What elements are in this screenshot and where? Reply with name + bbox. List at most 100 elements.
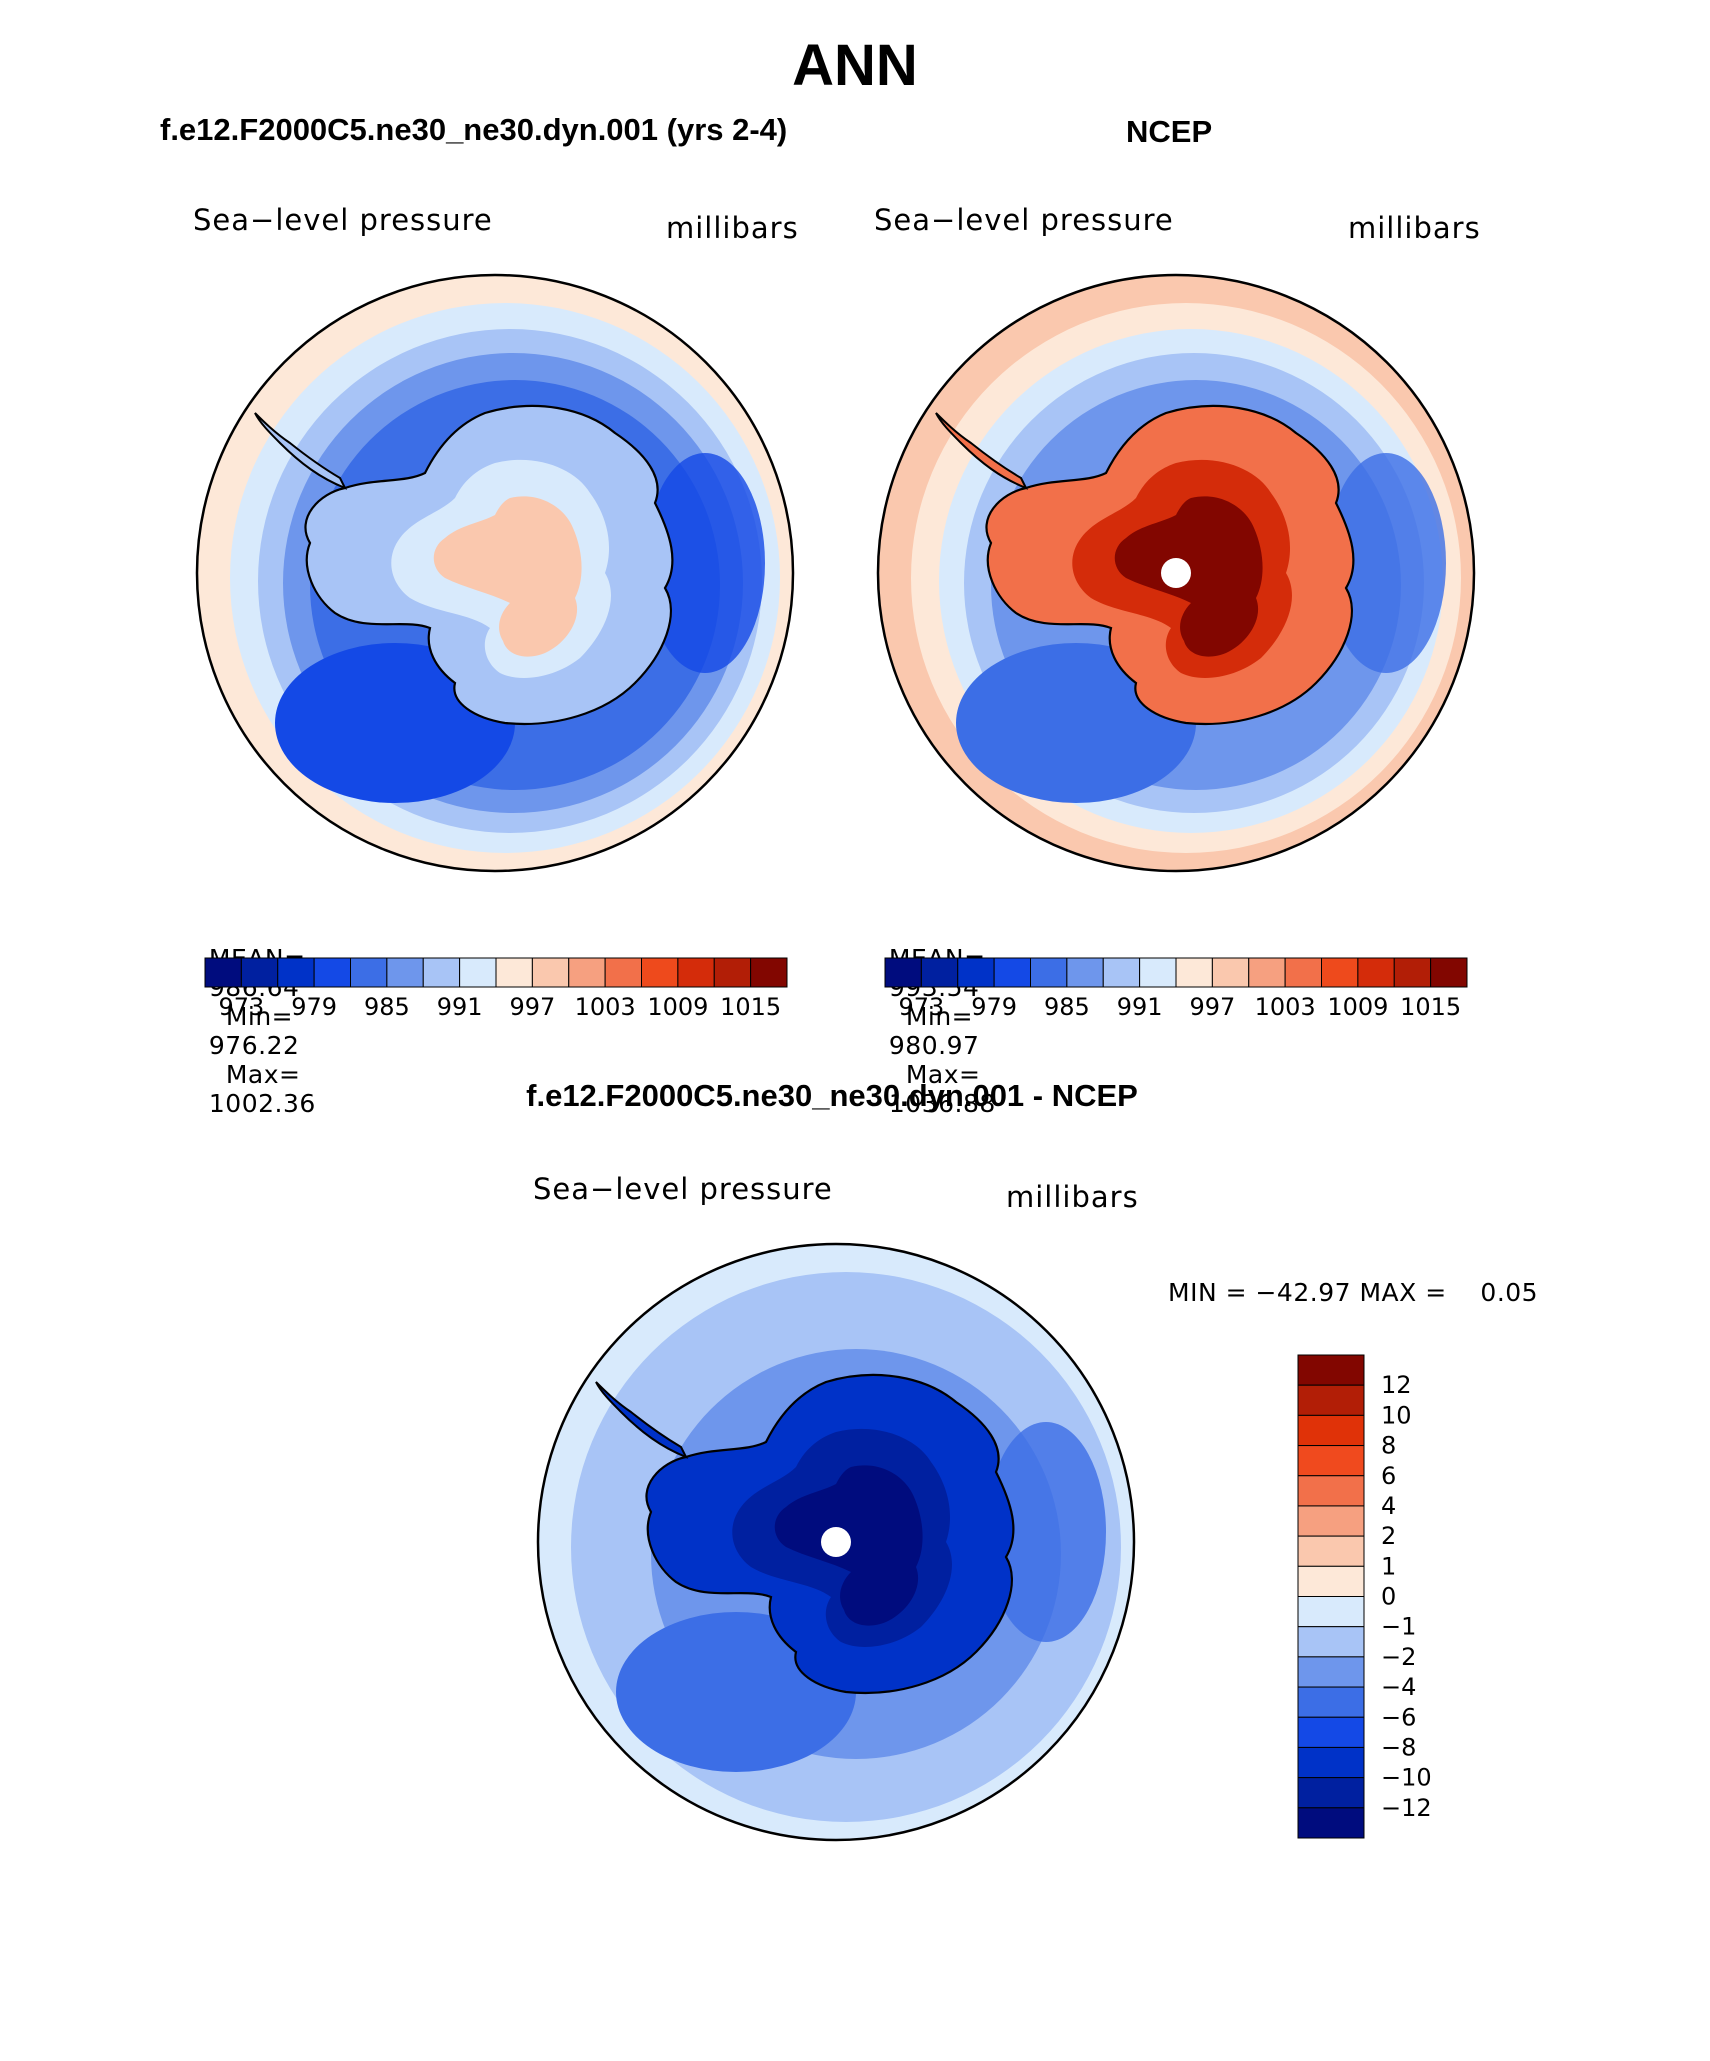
obs-min-label: Min= — [905, 1002, 974, 1031]
colorbar-swatch — [531, 957, 570, 988]
model-max-label: Max= — [225, 1060, 301, 1089]
colorbar-swatch — [1102, 957, 1141, 988]
colorbar-swatch — [568, 957, 606, 988]
colorbar-swatch — [1297, 1777, 1365, 1809]
colorbar-swatch — [1297, 1445, 1365, 1477]
colorbar-swatch — [993, 957, 1031, 988]
model-colorbar: 973 979 985 991 997 1003 1009 1015 — [204, 957, 788, 1021]
colorbar-swatch — [1430, 957, 1468, 988]
contour-band — [433, 496, 582, 657]
model-min-label: Min= — [225, 1002, 294, 1031]
colorbar-swatch — [677, 957, 715, 988]
colorbar-swatch — [1284, 957, 1322, 988]
colorbar-tick-label: 991 — [437, 993, 483, 1021]
colorbar-tick-label: −10 — [1381, 1764, 1432, 1792]
contour-band — [255, 413, 345, 488]
figure-title: ANN — [792, 33, 918, 98]
colorbar-swatch — [350, 957, 388, 988]
difference-units-label: millibars — [1006, 1180, 1139, 1214]
colorbar-tick-label: 997 — [1189, 993, 1235, 1021]
colorbar-swatch — [1297, 1475, 1365, 1507]
obs-polar-map — [876, 273, 1476, 873]
coastline — [935, 412, 1029, 490]
colorbar-tick-label: 1 — [1381, 1552, 1396, 1580]
colorbar-swatch — [1030, 957, 1068, 988]
colorbar-tick-label: 2 — [1381, 1522, 1396, 1550]
difference-case-title: f.e12.F2000C5.ne30_ne30.dyn.001 - NCEP — [526, 1078, 1138, 1113]
model-polar-map — [195, 273, 795, 873]
colorbar-swatch — [1297, 1656, 1365, 1688]
colorbar-swatch — [1297, 1535, 1365, 1567]
contour-band — [986, 1422, 1106, 1642]
colorbar-swatch — [1297, 1354, 1365, 1386]
colorbar-tick-label: 12 — [1381, 1371, 1412, 1399]
map-boundary-circle — [536, 1242, 1136, 1842]
obs-min-value: 980.97 — [888, 1031, 980, 1060]
colorbar-swatch — [1393, 957, 1432, 988]
colorbar-swatch — [957, 957, 995, 988]
colorbar-swatch — [1248, 957, 1286, 988]
colorbar-tick-label: 1003 — [1255, 993, 1316, 1021]
colorbar-tick-label: 1009 — [647, 993, 708, 1021]
colorbar-swatch — [641, 957, 679, 988]
contour-band — [645, 453, 765, 673]
colorbar-tick-label: 985 — [364, 993, 410, 1021]
colorbar-swatch — [1321, 957, 1359, 988]
contour-band — [936, 413, 1026, 488]
model-max-value: 1002.36 — [208, 1089, 316, 1118]
colorbar-swatch — [1066, 957, 1104, 988]
obs-case-title: NCEP — [1126, 114, 1213, 149]
colorbar-swatch — [1297, 1596, 1365, 1628]
colorbar-swatch — [750, 957, 788, 988]
colorbar-tick-label: 997 — [509, 993, 555, 1021]
colorbar-tick-label: 985 — [1044, 993, 1090, 1021]
colorbar-swatch — [1297, 1505, 1365, 1537]
colorbar-swatch — [422, 957, 461, 988]
colorbar-tick-label: 10 — [1381, 1401, 1412, 1429]
colorbar-swatch — [313, 957, 351, 988]
obs-max-label: Max= — [905, 1060, 981, 1089]
colorbar-tick-label: 973 — [218, 993, 264, 1021]
colorbar-tick-label: 6 — [1381, 1462, 1396, 1490]
pole-missing-data — [821, 1527, 851, 1557]
model-min-value: 976.22 — [208, 1031, 300, 1060]
colorbar-swatch — [1297, 1807, 1365, 1839]
contour-band — [1326, 453, 1446, 673]
map-boundary-circle — [195, 273, 795, 873]
colorbar-swatch — [1297, 1565, 1365, 1597]
colorbar-tick-label: −6 — [1381, 1703, 1416, 1731]
colorbar-tick-label: 973 — [898, 993, 944, 1021]
colorbar-tick-label: −2 — [1381, 1643, 1416, 1671]
colorbar-swatch — [1175, 957, 1213, 988]
colorbar-swatch — [1297, 1384, 1365, 1416]
colorbar-tick-label: 979 — [291, 993, 337, 1021]
colorbar-swatch — [1357, 957, 1395, 988]
contour-band — [596, 1382, 686, 1457]
colorbar-tick-label: 1003 — [575, 993, 636, 1021]
difference-polar-map — [536, 1242, 1136, 1842]
colorbar-swatch — [1297, 1716, 1365, 1748]
colorbar-tick-label: 991 — [1117, 993, 1163, 1021]
obs-variable-label: Sea−level pressure — [874, 203, 1174, 237]
map-boundary-circle — [876, 273, 1476, 873]
obs-colorbar: 973 979 985 991 997 1003 1009 1015 — [884, 957, 1468, 1021]
coastline — [595, 1381, 689, 1459]
colorbar-tick-label: 1009 — [1327, 993, 1388, 1021]
model-case-title: f.e12.F2000C5.ne30_ne30.dyn.001 (yrs 2-4… — [160, 112, 788, 147]
colorbar-swatch — [713, 957, 752, 988]
colorbar-swatch — [1297, 1686, 1365, 1718]
obs-units-label: millibars — [1348, 211, 1481, 245]
colorbar-swatch — [204, 957, 242, 988]
colorbar-swatch — [459, 957, 497, 988]
difference-variable-label: Sea−level pressure — [533, 1172, 833, 1206]
colorbar-swatch — [1297, 1414, 1365, 1447]
colorbar-swatch — [1297, 1626, 1365, 1658]
colorbar-swatch — [277, 957, 315, 988]
colorbar-tick-label: 8 — [1381, 1432, 1396, 1460]
colorbar-swatch — [1297, 1746, 1365, 1779]
colorbar-swatch — [240, 957, 279, 988]
colorbar-tick-label: 4 — [1381, 1492, 1396, 1520]
colorbar-tick-label: −1 — [1381, 1613, 1416, 1641]
colorbar-tick-label: 0 — [1381, 1583, 1396, 1611]
